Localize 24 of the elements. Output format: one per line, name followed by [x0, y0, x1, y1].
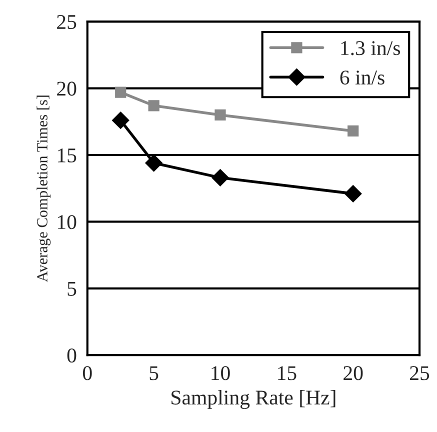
- point: [212, 169, 229, 186]
- y-axis-title: Average Completion Times [s]: [36, 96, 51, 282]
- y-tick-label: 20: [57, 82, 76, 96]
- y-tick-label: 25: [57, 15, 76, 30]
- x-tick-label: 0: [82, 366, 92, 380]
- y-tick-label: 10: [58, 215, 76, 230]
- point: [112, 112, 130, 129]
- x-axis-title: Sampling Rate [Hz]: [172, 390, 336, 409]
- x-tick-label: 15: [278, 366, 296, 380]
- x-tick-label: 20: [344, 366, 363, 380]
- y-tick-label: 0: [67, 348, 76, 363]
- point: [214, 109, 226, 121]
- legend-label: 6 in/s: [340, 70, 384, 85]
- point: [145, 154, 162, 172]
- point: [348, 125, 359, 137]
- y-tick-label: 15: [58, 148, 76, 162]
- x-tick-label: 25: [410, 366, 430, 380]
- point: [115, 86, 126, 98]
- y-tick-label: 5: [68, 282, 76, 296]
- point: [148, 100, 160, 112]
- x-tick-label: 5: [150, 366, 158, 380]
- x-tick-label: 10: [212, 366, 230, 380]
- legend-label: 1.3 in/s: [341, 41, 400, 56]
- point: [344, 185, 362, 202]
